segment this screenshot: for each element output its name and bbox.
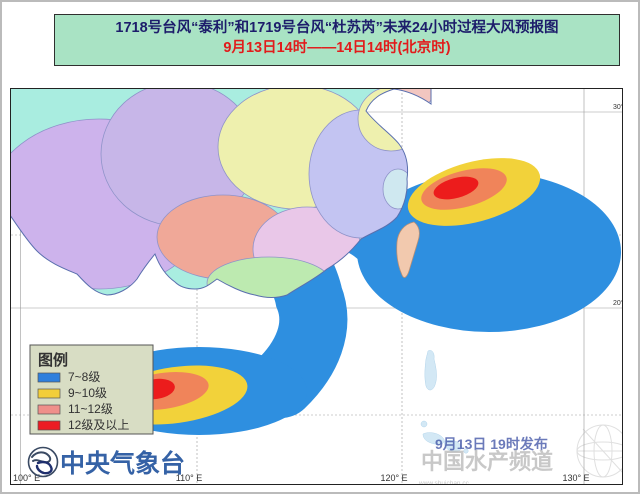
svg-text:120° E: 120° E — [380, 473, 407, 483]
svg-text:12级及以上: 12级及以上 — [68, 418, 129, 432]
svg-text:130° E: 130° E — [562, 473, 589, 483]
svg-text:20°N: 20°N — [613, 299, 622, 307]
svg-text:11~12级: 11~12级 — [68, 402, 113, 416]
svg-text:7~8级: 7~8级 — [68, 370, 100, 384]
svg-text:中央气象台: 中央气象台 — [60, 449, 185, 478]
svg-text:9~10级: 9~10级 — [68, 386, 107, 400]
svg-text:www.shuichan.cc: www.shuichan.cc — [418, 480, 470, 484]
svg-text:30°N: 30°N — [613, 103, 622, 111]
svg-text:图例: 图例 — [38, 351, 68, 369]
svg-text:中国水产频道: 中国水产频道 — [421, 449, 553, 474]
